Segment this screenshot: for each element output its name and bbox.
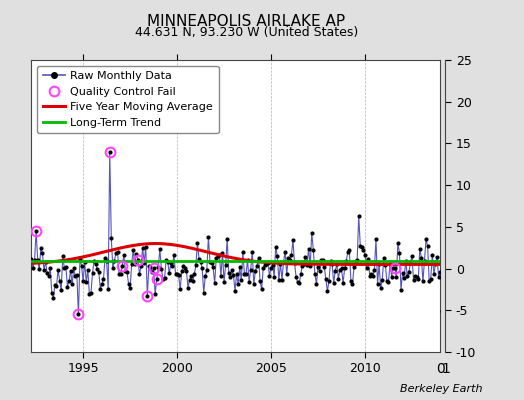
Legend: Raw Monthly Data, Quality Control Fail, Five Year Moving Average, Long-Term Tren: Raw Monthly Data, Quality Control Fail, … [37, 66, 219, 133]
Text: MINNEAPOLIS AIRLAKE AP: MINNEAPOLIS AIRLAKE AP [147, 14, 345, 29]
Text: 44.631 N, 93.230 W (United States): 44.631 N, 93.230 W (United States) [135, 26, 358, 39]
Text: Berkeley Earth: Berkeley Earth [400, 384, 482, 394]
